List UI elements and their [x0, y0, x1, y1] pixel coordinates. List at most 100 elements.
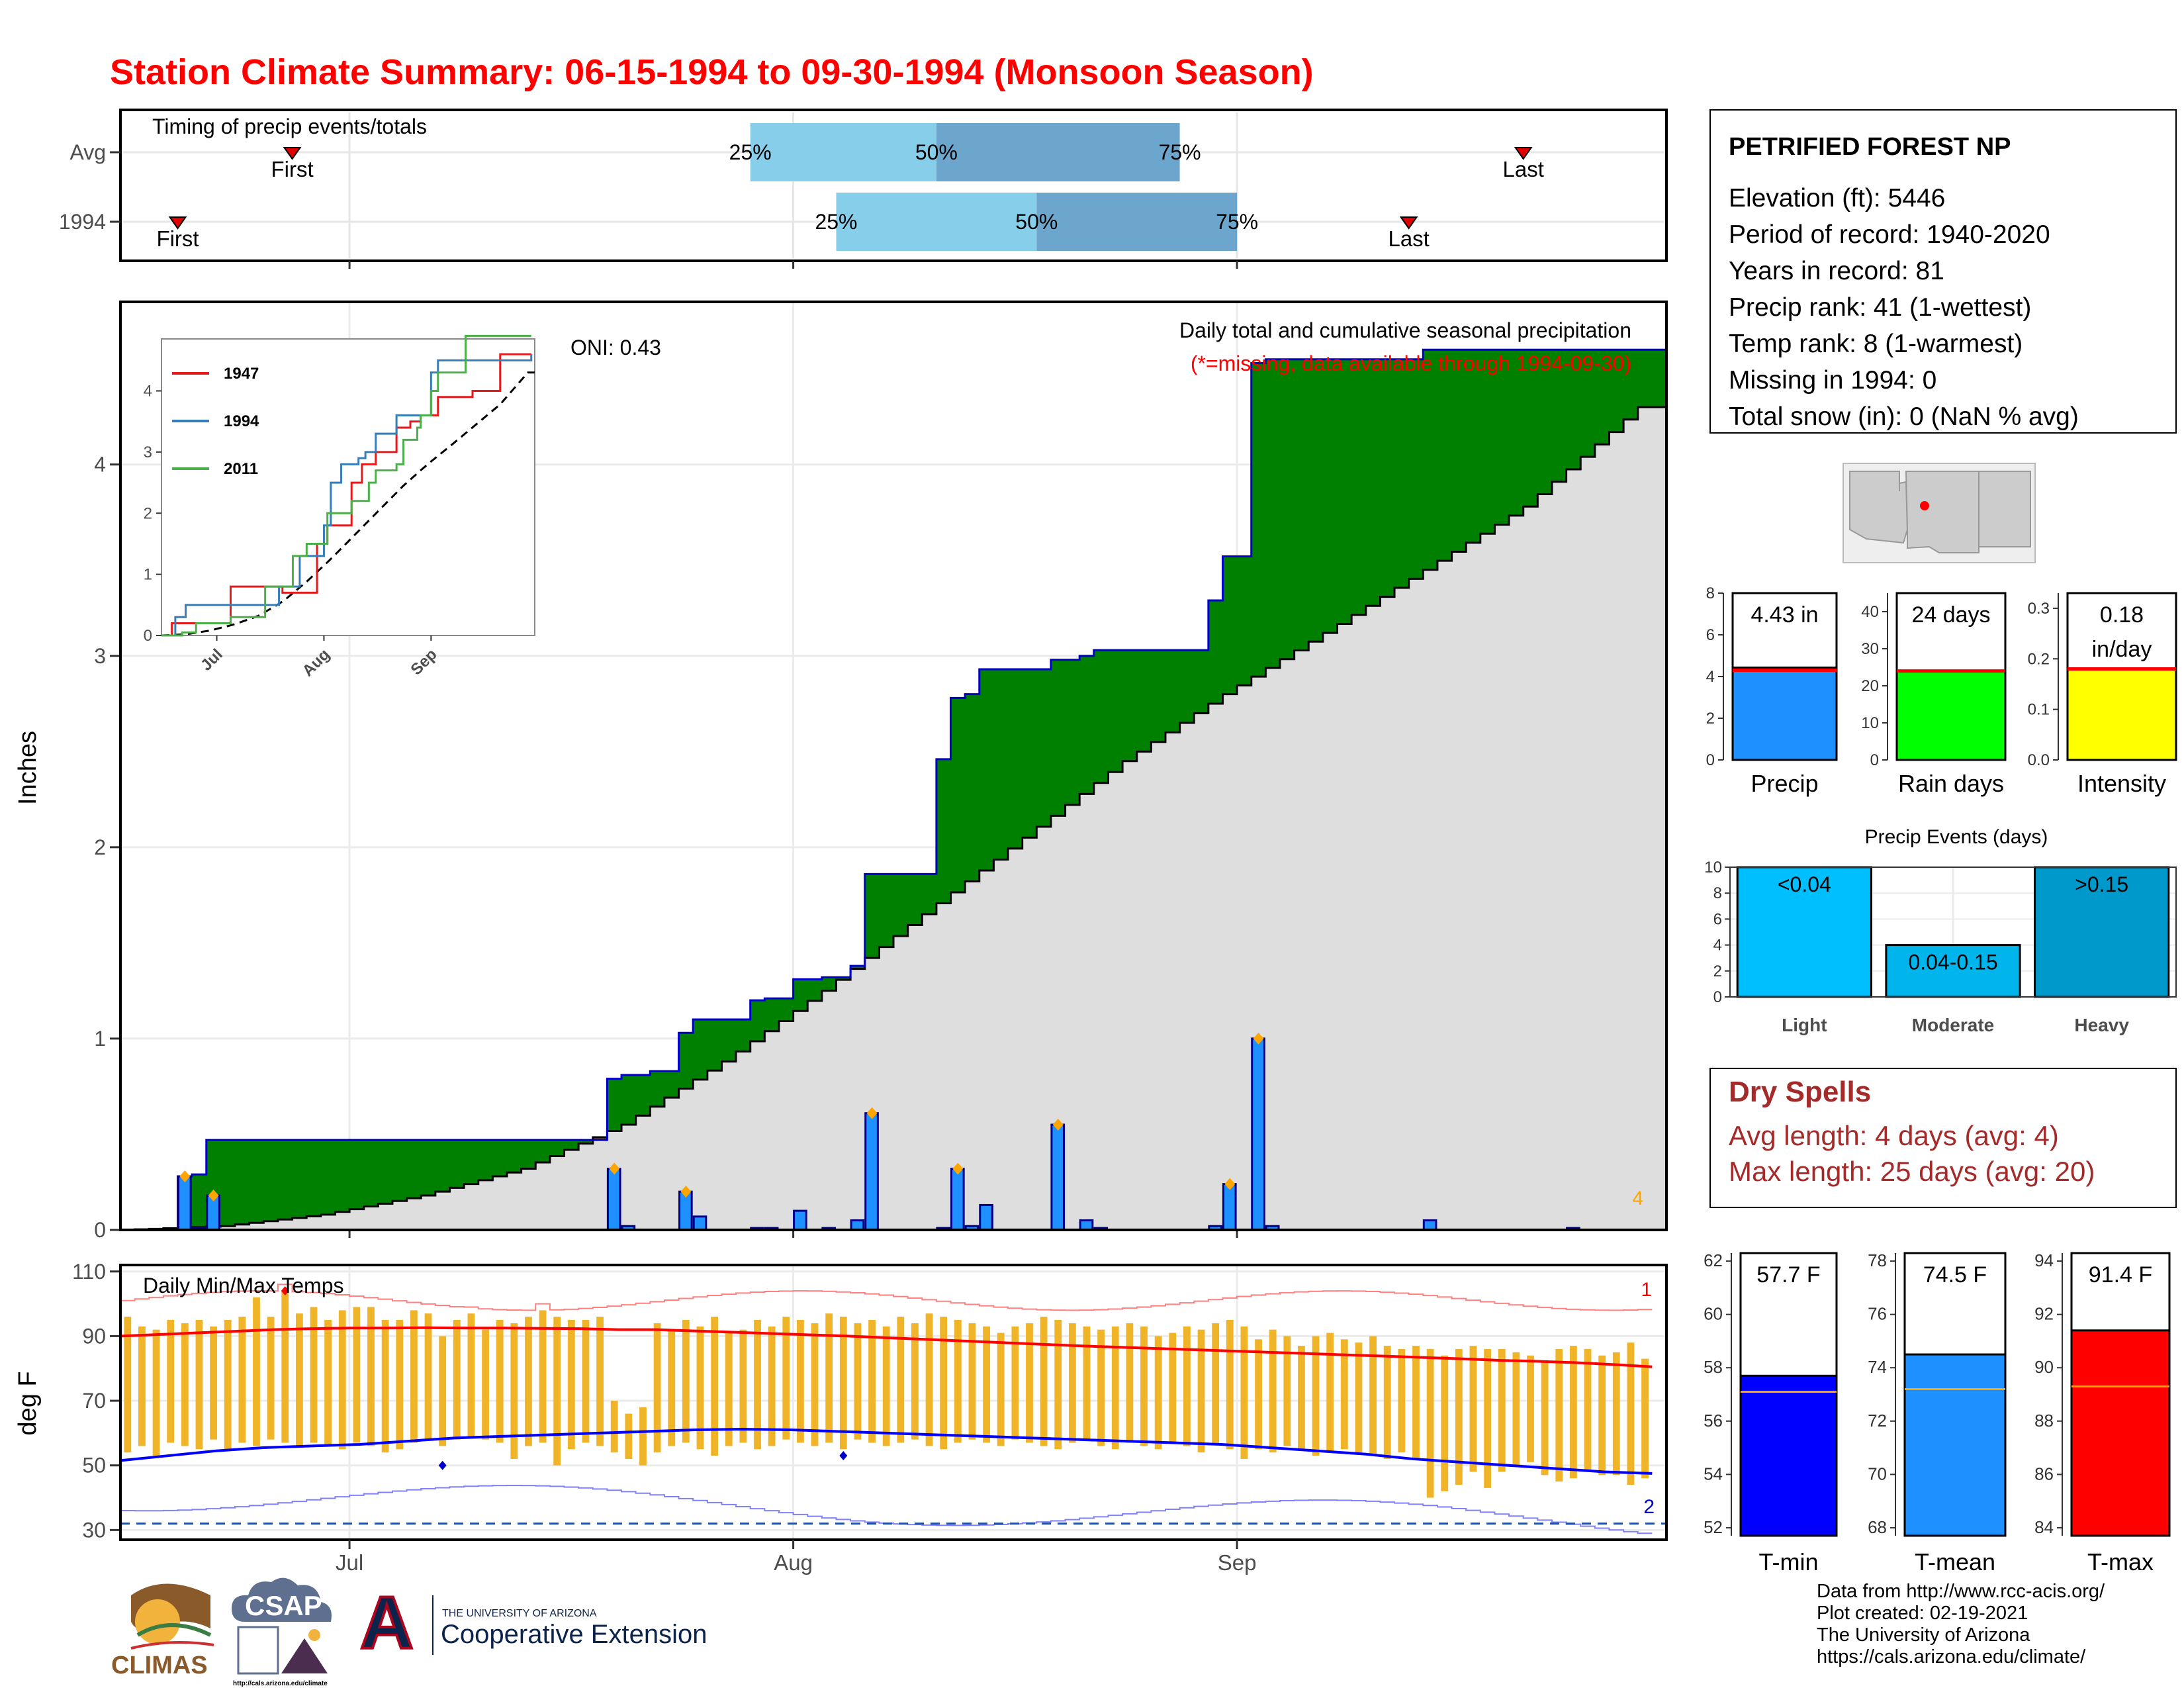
daily-temp-range-bar: [797, 1320, 804, 1443]
daily-precip-bar: [850, 1219, 865, 1231]
y-tick-label: 0: [1713, 988, 1722, 1006]
heavy-event-marker: [1224, 1178, 1236, 1190]
surplus-fill: [292, 1140, 307, 1218]
deficit-fill: [592, 1137, 608, 1141]
summary-value-label: 91.4 F: [2089, 1262, 2152, 1288]
y-tick-label: 60: [1704, 1304, 1723, 1324]
x-tick-label: Heavy: [2074, 1015, 2129, 1035]
summary-value-label: 4.43 in: [1751, 602, 1818, 628]
surplus-fill: [1408, 359, 1424, 579]
daily-temp-range-bar: [338, 1310, 346, 1450]
daily-temp-range-bar: [525, 1317, 532, 1446]
surplus-fill: [1179, 650, 1195, 723]
last-event-marker: [1514, 147, 1533, 160]
summary-value-label: 74.5 F: [1923, 1262, 1987, 1288]
event-bar-label: >0.15: [2075, 872, 2128, 896]
normal-cumulative-area: [120, 406, 1666, 1230]
y-tick-label: 10: [1704, 859, 1722, 876]
daily-temp-range-bar: [839, 1317, 847, 1450]
ua-logo: A THE UNIVERSITY OF ARIZONA Cooperative …: [359, 1580, 707, 1665]
daily-precip-bar: [1222, 1183, 1237, 1231]
y-tick-label: 0: [94, 1218, 106, 1242]
page-title: Station Climate Summary: 06-15-1994 to 0…: [110, 52, 1314, 92]
surplus-fill: [1523, 350, 1538, 507]
surplus-fill: [1394, 359, 1410, 588]
y-tick-label: 52: [1704, 1517, 1723, 1537]
surplus-fill: [306, 1140, 322, 1217]
y-tick-label: 90: [82, 1324, 106, 1348]
new-mexico-region: [1905, 471, 1979, 553]
daily-temp-range-bar: [1269, 1329, 1277, 1453]
surplus-fill: [478, 1140, 493, 1180]
surplus-fill: [1251, 363, 1266, 677]
dry-spells-box: Dry Spells Avg length: 4 days (avg: 4) M…: [1709, 1068, 2177, 1208]
daily-temp-range-bar: [1469, 1346, 1477, 1472]
station-location-marker: [1920, 501, 1929, 510]
first-event-label: First: [156, 226, 199, 251]
daily-temp-range-bar: [1426, 1348, 1434, 1498]
quartile-bar-high: [936, 123, 1180, 181]
daily-temp-range-bar: [682, 1320, 690, 1443]
y-tick-label: 8: [1713, 884, 1722, 902]
summary-category-label: T-mean: [1915, 1548, 1995, 1575]
rain-days-summary: 0 10 20 30 40 24 days Rain days: [1861, 592, 2007, 797]
record-high-count: 1: [1641, 1279, 1652, 1301]
daily-temp-range-bar: [911, 1323, 919, 1440]
daily-temp-range-bar: [854, 1323, 862, 1440]
surplus-fill: [707, 1019, 723, 1071]
surplus-fill: [1594, 350, 1610, 445]
csap-wordmark: CSAP: [245, 1590, 322, 1621]
surplus-fill: [979, 669, 995, 870]
daily-precip-bar: [692, 1215, 707, 1231]
event-bar: [2034, 866, 2170, 998]
csap-url: http://cals.arizona.edu/climate: [233, 1680, 328, 1687]
surplus-fill: [464, 1140, 479, 1184]
surplus-fill: [1208, 600, 1224, 704]
surplus-fill: [507, 1140, 522, 1173]
daily-temp-range-bar: [295, 1313, 303, 1446]
daily-temp-range-bar: [1498, 1348, 1506, 1472]
daily-temp-range-bar: [1541, 1362, 1549, 1476]
y-tick-label: 6: [1713, 910, 1722, 928]
surplus-fill: [1337, 359, 1352, 624]
daily-temp-range-bar: [238, 1317, 246, 1443]
summary-category-label: T-min: [1759, 1548, 1819, 1575]
surplus-fill: [1623, 350, 1639, 420]
station-line: Precip rank: 41 (1-wettest): [1729, 293, 2031, 322]
surplus-fill: [421, 1140, 436, 1196]
summary-category-label: T-max: [2087, 1548, 2154, 1575]
station-line: Missing in 1994: 0: [1729, 366, 1936, 395]
y-tick-label: 110: [72, 1260, 106, 1284]
daily-temp-range-bar: [1111, 1326, 1119, 1450]
surplus-fill: [263, 1140, 279, 1221]
surplus-fill: [965, 694, 980, 882]
quartile-label: 25%: [729, 140, 772, 164]
x-tick-label: Jul: [336, 1550, 363, 1575]
inset-series-line: [161, 353, 531, 637]
footer-line: The University of Arizona: [1817, 1624, 2030, 1646]
daily-temp-range-bar: [138, 1326, 146, 1446]
daily-temp-range-bar: [424, 1313, 432, 1440]
surplus-fill: [778, 998, 794, 1021]
record-low-marker: [839, 1451, 848, 1461]
station-name: PETRIFIED FOREST NP: [1729, 133, 2011, 161]
avg-tmin-line: [120, 1428, 1653, 1475]
surplus-fill: [1108, 650, 1123, 773]
x-tick-label: Sep: [1218, 1550, 1257, 1575]
daily-precip-bar: [606, 1167, 621, 1231]
daily-temp-range-bar: [739, 1329, 747, 1443]
daily-temp-range-bar: [1369, 1336, 1377, 1456]
daily-temp-range-bar: [782, 1317, 790, 1440]
heavy-event-marker: [952, 1162, 964, 1175]
heavy-event-marker: [609, 1162, 620, 1175]
surplus-fill: [621, 1074, 637, 1125]
y-tick-label: 74: [1868, 1357, 1887, 1377]
y-tick-label: 4: [94, 453, 106, 477]
footer-line: Plot created: 02-19-2021: [1817, 1603, 2028, 1624]
surplus-fill: [1280, 359, 1295, 659]
surplus-fill: [1008, 669, 1023, 849]
surplus-fill: [1294, 359, 1309, 651]
missing-count: 4: [1632, 1188, 1643, 1209]
